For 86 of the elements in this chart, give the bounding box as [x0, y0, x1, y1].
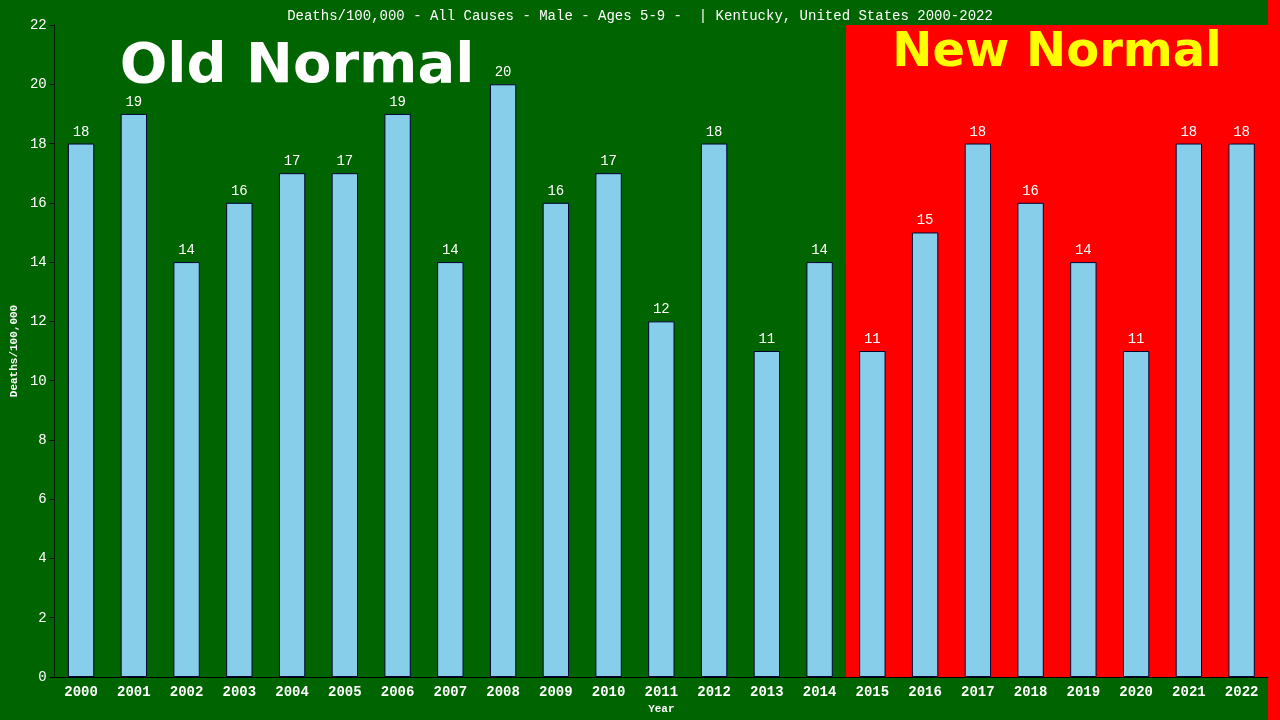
data-label: 17	[600, 153, 618, 170]
bar	[67, 143, 95, 677]
y-tick-label: 22	[29, 17, 47, 33]
data-label: 19	[125, 93, 143, 110]
y-tick-label: 10	[29, 372, 47, 389]
y-tick-label: 20	[29, 76, 47, 93]
data-label: 11	[1127, 331, 1145, 347]
bar	[226, 202, 253, 677]
data-label: 11	[863, 331, 881, 347]
x-tick-label: 2015	[855, 684, 890, 700]
bar	[120, 113, 148, 677]
bar	[859, 351, 886, 677]
y-axis-title: Deaths/100,000	[7, 304, 20, 398]
y-tick-label: 14	[29, 254, 47, 271]
x-tick-label: 2012	[697, 684, 731, 700]
data-label: 14	[178, 242, 195, 259]
data-label: 18	[1180, 123, 1198, 140]
bar	[648, 321, 675, 677]
bar	[753, 351, 781, 677]
y-tick-label: 0	[38, 669, 47, 685]
data-label: 11	[758, 331, 776, 347]
chart-title: Deaths/100,000 - All Causes - Male - Ages 5-9 - | Kentucky, United States 2000-2022	[287, 8, 993, 24]
y-tick-label: 8	[38, 431, 47, 448]
data-label: 20	[494, 64, 512, 81]
x-tick-label: 2020	[1119, 684, 1153, 700]
data-label: 18	[72, 123, 90, 140]
y-tick-label: 18	[29, 135, 47, 152]
data-label: 16	[547, 182, 565, 199]
x-tick-label: 2021	[1172, 684, 1206, 700]
data-label: 14	[811, 242, 829, 259]
bar	[437, 262, 464, 677]
x-tick-label: 2006	[380, 684, 415, 700]
x-tick-label: 2013	[750, 684, 784, 700]
x-tick-label: 2002	[169, 684, 204, 700]
bar	[1122, 351, 1150, 677]
data-label: 14	[1074, 242, 1092, 259]
x-tick-label: 2009	[539, 684, 573, 700]
x-tick-label: 2011	[644, 684, 679, 700]
x-tick-label: 2019	[1066, 684, 1101, 700]
bar	[964, 143, 992, 677]
y-tick-label: 2	[38, 609, 47, 626]
x-tick-label: 2016	[908, 684, 942, 700]
x-tick-label: 2014	[802, 684, 837, 700]
y-tick-label: 16	[29, 194, 47, 211]
x-tick-label: 2001	[117, 684, 151, 700]
bar	[806, 262, 833, 677]
data-label: 17	[336, 153, 354, 170]
data-label: 15	[916, 212, 934, 229]
x-tick-label: 2003	[222, 684, 257, 700]
bar	[542, 202, 570, 677]
bar	[595, 173, 622, 677]
data-label: 18	[705, 123, 723, 140]
bar	[911, 232, 939, 677]
y-tick-label: 6	[38, 491, 47, 508]
bar	[1017, 202, 1044, 677]
bar	[384, 113, 411, 677]
data-label: 14	[441, 242, 459, 259]
y-tick-label: 12	[29, 313, 47, 330]
data-label: 18	[969, 123, 987, 140]
x-tick-label: 2017	[961, 684, 995, 700]
bar	[1175, 143, 1203, 677]
bar	[700, 143, 728, 677]
x-tick-label: 2004	[275, 684, 309, 700]
band-label: New Normal	[892, 21, 1222, 77]
band-label: Old Normal	[119, 29, 475, 95]
bar	[331, 173, 359, 677]
x-tick-label: 2000	[64, 684, 98, 700]
x-tick-label: 2007	[433, 684, 468, 700]
bar	[1228, 143, 1255, 677]
x-tick-label: 2008	[486, 684, 520, 700]
x-tick-label: 2005	[328, 684, 362, 700]
bar	[173, 262, 200, 677]
x-axis-title: Year	[648, 703, 675, 716]
data-label: 17	[283, 153, 301, 170]
x-tick-label: 2010	[591, 684, 626, 700]
data-label: 18	[1233, 123, 1251, 140]
data-label: 16	[1022, 182, 1040, 199]
x-tick-label: 2022	[1224, 684, 1259, 700]
bar	[278, 173, 306, 677]
data-label: 19	[389, 93, 406, 110]
y-tick-label: 4	[38, 550, 47, 567]
data-label: 16	[230, 182, 248, 199]
data-label: 12	[652, 301, 670, 318]
bar	[1070, 262, 1097, 677]
x-tick-label: 2018	[1013, 684, 1048, 700]
bar	[489, 84, 517, 677]
